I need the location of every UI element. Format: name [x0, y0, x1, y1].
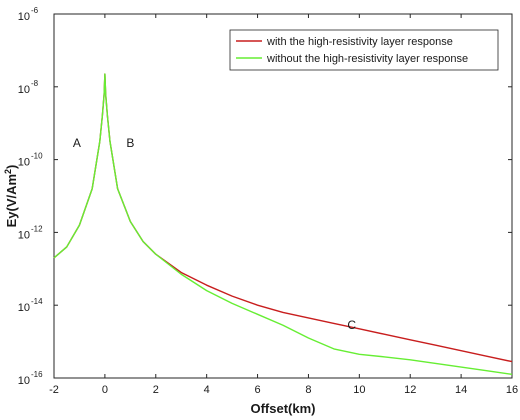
legend-label-with-layer: with the high-resistivity layer response [266, 36, 453, 48]
y-tick-label: 10 [18, 157, 30, 169]
y-tick-label: 10 [18, 375, 30, 387]
y-tick-base: 10 [18, 229, 30, 241]
x-tick-label: 0 [102, 384, 108, 396]
annotation-layer: A B C [73, 136, 356, 332]
y-tick-exponent: -12 [31, 224, 43, 233]
legend-box [229, 29, 499, 71]
series-layer [53, 73, 513, 376]
annotation-b: B [126, 136, 134, 150]
series-line-1 [53, 73, 513, 376]
plot-area [53, 13, 513, 379]
x-tick-label: -2 [49, 384, 59, 396]
x-tick-label: 12 [404, 384, 416, 396]
y-tick-base: 10 [18, 375, 30, 387]
axis-ticks: -2 0 2 4 6 8 10 12 14 1610-1610-1410-1210-1010-81… [18, 6, 518, 396]
x-tick-label: 8 [305, 384, 311, 396]
y-tick-base: 10 [18, 84, 30, 96]
y-tick-exponent: -10 [31, 152, 43, 161]
y-tick-label: 10 [18, 229, 30, 241]
x-tick-label: 6 [254, 384, 260, 396]
x-tick-label: 16 [506, 384, 518, 396]
y-tick-base: 10 [18, 11, 30, 23]
x-tick-label: 10 [353, 384, 365, 396]
legend-label-without-layer: without the high-resistivity layer respo… [266, 53, 468, 65]
y-axis-title-close: ) [4, 165, 19, 169]
x-axis-title: Offset(km) [250, 401, 315, 416]
legend: with the high-resistivity layer response… [229, 29, 499, 71]
y-tick-exponent: -14 [31, 297, 43, 306]
y-tick-exponent: -6 [31, 6, 39, 15]
annotation-c: C [347, 318, 356, 332]
y-tick-exponent: -8 [31, 79, 39, 88]
y-axis-title: Ey(V/Am2) [3, 165, 19, 228]
y-tick-base: 10 [18, 157, 30, 169]
y-axis-title-base: Ey(V/Am [4, 174, 19, 227]
y-tick-exponent: -16 [31, 370, 43, 379]
x-tick-label: 2 [153, 384, 159, 396]
y-tick-label: 10 [18, 11, 30, 23]
y-axis-title-superscript: 2 [3, 169, 13, 174]
x-tick-label: 14 [455, 384, 467, 396]
x-tick-label: 4 [204, 384, 210, 396]
annotation-a: A [73, 136, 81, 150]
y-tick-label: 10 [18, 302, 30, 314]
y-tick-base: 10 [18, 302, 30, 314]
y-tick-label: 10 [18, 84, 30, 96]
